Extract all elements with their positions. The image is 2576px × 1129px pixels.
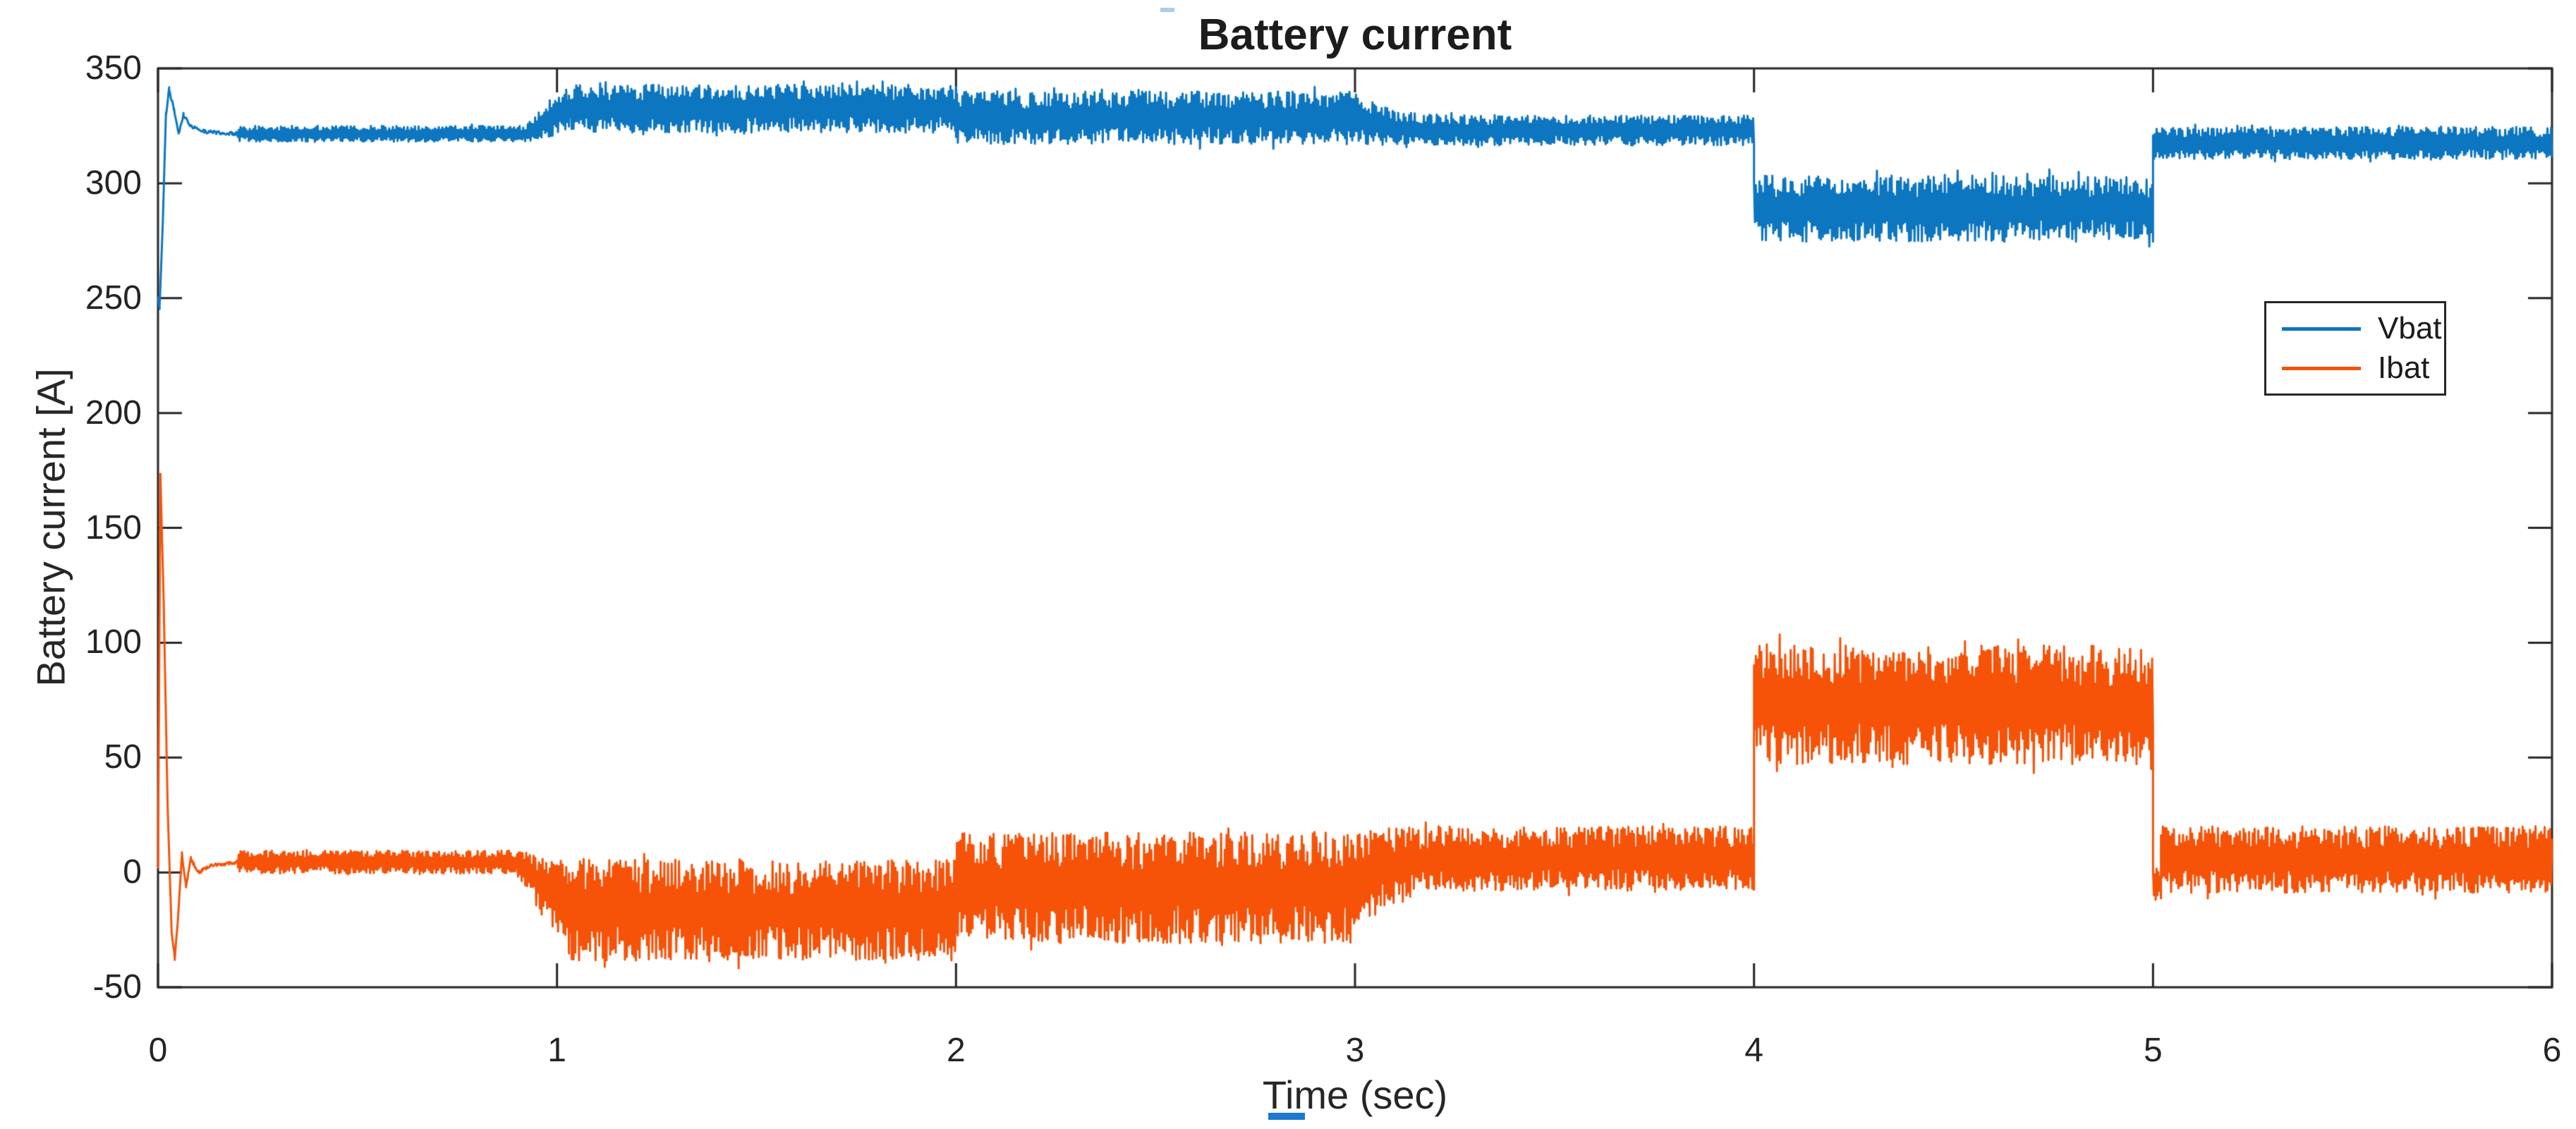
legend: Vbat Ibat bbox=[2264, 301, 2446, 396]
x-tick-label: 0 bbox=[148, 1032, 168, 1069]
y-tick-label: 300 bbox=[85, 164, 142, 202]
x-tick-label: 5 bbox=[2143, 1032, 2163, 1069]
x-tick-label: 3 bbox=[1345, 1032, 1365, 1069]
x-tick-label: 4 bbox=[1744, 1032, 1764, 1069]
ibat-line-swatch bbox=[2282, 366, 2361, 370]
vbat-line-swatch bbox=[2282, 327, 2361, 331]
x-tick-label: 6 bbox=[2542, 1032, 2562, 1069]
y-tick-label: 100 bbox=[85, 623, 142, 661]
y-tick-label: 0 bbox=[123, 853, 142, 891]
y-tick-label: -50 bbox=[92, 968, 142, 1006]
chart-title: Battery current bbox=[1198, 11, 1512, 59]
text-cursor-artifact-bottom bbox=[1268, 1113, 1305, 1120]
legend-label-ibat: Ibat bbox=[2378, 350, 2430, 385]
x-tick-label: 2 bbox=[946, 1032, 966, 1069]
y-tick-label: 350 bbox=[85, 49, 142, 87]
legend-label-vbat: Vbat bbox=[2378, 311, 2442, 346]
y-tick-label: 50 bbox=[104, 738, 142, 776]
y-tick-label: 250 bbox=[85, 279, 142, 317]
y-tick-label: 200 bbox=[85, 393, 142, 432]
legend-item-vbat: Vbat bbox=[2266, 313, 2444, 344]
legend-item-ibat: Ibat bbox=[2266, 353, 2444, 384]
text-cursor-artifact-top bbox=[1160, 8, 1174, 12]
x-tick-label: 1 bbox=[547, 1032, 567, 1069]
x-axis-label: Time (sec) bbox=[1262, 1073, 1448, 1117]
y-tick-label: 150 bbox=[85, 508, 142, 547]
